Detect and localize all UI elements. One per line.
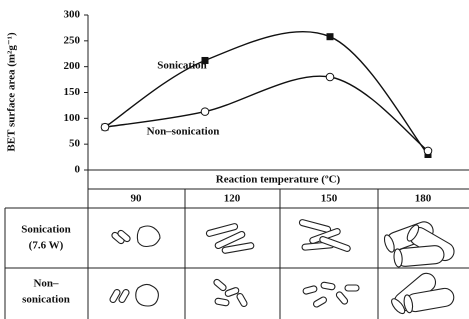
series-label: Sonication [157, 60, 207, 72]
y-tick-label: 50 [69, 138, 81, 150]
marker [326, 73, 334, 81]
marker [201, 108, 209, 116]
illustrations [109, 219, 457, 316]
marker [424, 147, 432, 155]
table-header: 120 [224, 193, 241, 205]
row-label: Non– [33, 278, 59, 290]
y-tick-label: 250 [64, 34, 81, 46]
marker [327, 33, 334, 40]
row-label: Sonication [21, 224, 71, 236]
row-label: (7.6 W) [29, 240, 64, 252]
series-line [105, 76, 428, 151]
y-axis-label: BET surface area (m²g⁻¹) [6, 32, 18, 152]
y-tick-label: 200 [64, 60, 81, 72]
series-label: Non–sonication [147, 126, 220, 138]
figure: BET surface area (m²g⁻¹) Reaction temper… [0, 0, 469, 319]
table-header: 150 [321, 193, 338, 205]
table-header: 90 [131, 193, 143, 205]
marker [101, 123, 109, 131]
table-header: 180 [415, 193, 432, 205]
y-tick-label: 100 [64, 112, 81, 124]
y-tick-label: 300 [64, 9, 81, 21]
x-axis-label: Reaction temperature (ºC) [216, 174, 341, 186]
y-tick-label: 150 [64, 86, 81, 98]
row-label: sonication [22, 294, 70, 306]
y-tick-label: 0 [75, 164, 81, 176]
